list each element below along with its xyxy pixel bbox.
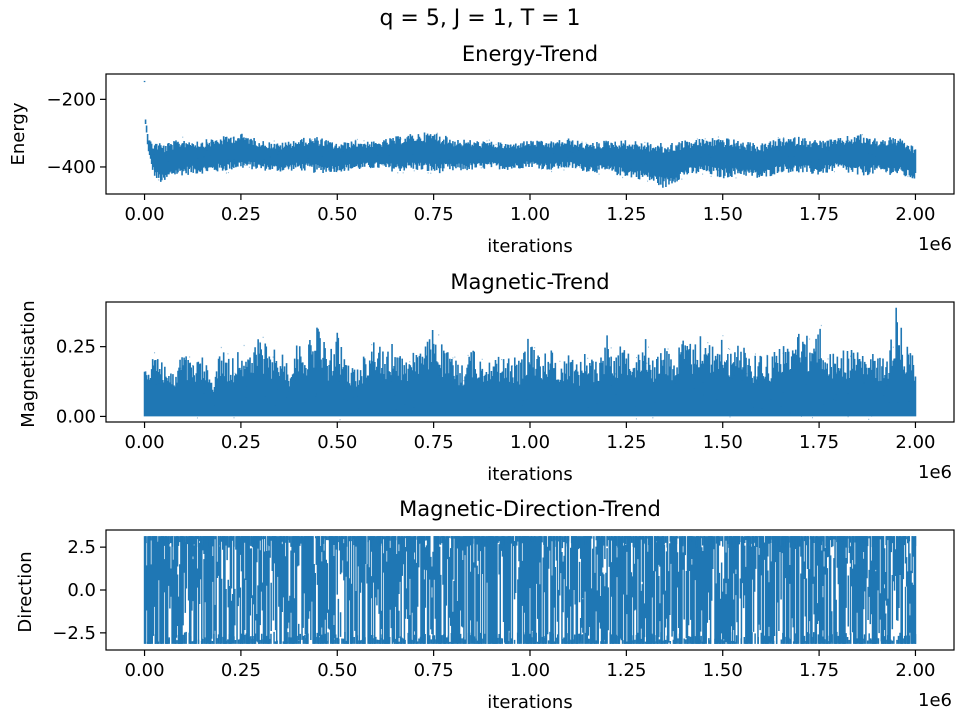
x-tick-label: 1.00: [510, 204, 550, 225]
x-tick-label: 0.75: [414, 204, 454, 225]
energy-series: [143, 80, 917, 188]
magnetic-title: Magnetic-Trend: [450, 270, 609, 294]
energy-ylabel: Energy: [8, 102, 29, 165]
magnetic-plot-area: [143, 307, 917, 421]
y-tick-label: 0.25: [56, 337, 96, 358]
energy-panel: Energy-Trend Energy iterations 1e6 0.00 0…: [8, 42, 955, 257]
energy-plot-area: [143, 80, 917, 188]
x-tick-label: 1.25: [606, 204, 646, 225]
y-tick-label: 2.5: [67, 537, 96, 558]
magnetic-ylabel: Magnetisation: [18, 300, 39, 427]
y-tick-label: −400: [47, 157, 96, 178]
x-tick-label: 2.00: [895, 660, 935, 681]
x-tick-label: 2.00: [895, 204, 935, 225]
x-tick-label: 1.50: [703, 660, 743, 681]
magnetic-xlabel: iterations: [487, 464, 572, 485]
direction-xlabel: iterations: [487, 692, 572, 713]
y-tick-label: 0.00: [56, 406, 96, 427]
energy-xlabel: iterations: [487, 236, 572, 257]
energy-x-offset-text: 1e6: [918, 234, 952, 255]
x-tick-label: 0.75: [414, 660, 454, 681]
x-tick-label: 0.25: [221, 432, 261, 453]
energy-scatter-points: [153, 132, 909, 184]
x-tick-label: 1.25: [606, 660, 646, 681]
x-tick-label: 1.00: [510, 432, 550, 453]
y-tick-label: −200: [47, 89, 96, 110]
y-tick-label: 0.0: [67, 580, 96, 601]
x-tick-label: 0.00: [125, 660, 165, 681]
magnetic-scatter-points: [147, 324, 914, 421]
direction-ylabel: Direction: [15, 551, 36, 632]
x-tick-label: 0.50: [317, 204, 357, 225]
x-tick-label: 0.25: [221, 204, 261, 225]
magnetic-series: [143, 307, 917, 417]
direction-edge-bands: [145, 536, 917, 644]
x-tick-label: 0.00: [125, 432, 165, 453]
energy-ticks: 0.00 0.25 0.50 0.75 1.00 1.25 1.50 1.75 2.00 −200…: [47, 89, 936, 225]
direction-x-offset-text: 1e6: [918, 690, 952, 711]
magnetic-panel: Magnetic-Trend Magnetisation iterations …: [18, 270, 955, 485]
x-tick-label: 0.50: [317, 660, 357, 681]
x-tick-label: 1.75: [799, 432, 839, 453]
x-tick-label: 0.75: [414, 432, 454, 453]
x-tick-label: 1.50: [703, 204, 743, 225]
x-tick-label: 0.00: [125, 204, 165, 225]
x-tick-label: 2.00: [895, 432, 935, 453]
figure-suptitle: q = 5, J = 1, T = 1: [379, 6, 580, 31]
direction-plot-area: [143, 536, 917, 644]
x-tick-label: 1.75: [799, 204, 839, 225]
direction-ticks: 0.00 0.25 0.50 0.75 1.00 1.25 1.50 1.75 2.00 2.5 0…: [52, 537, 935, 681]
magnetic-x-offset-text: 1e6: [918, 462, 952, 483]
magnetic-ticks: 0.00 0.25 0.50 0.75 1.00 1.25 1.50 1.75 2.00 0.25…: [56, 337, 936, 453]
direction-title: Magnetic-Direction-Trend: [399, 497, 661, 521]
x-tick-label: 0.25: [221, 660, 261, 681]
y-tick-label: −2.5: [52, 623, 96, 644]
direction-panel: Magnetic-Direction-Trend Direction itera…: [15, 497, 955, 713]
x-tick-label: 1.00: [510, 660, 550, 681]
x-tick-label: 0.50: [317, 432, 357, 453]
energy-title: Energy-Trend: [462, 42, 598, 66]
x-tick-label: 1.75: [799, 660, 839, 681]
x-tick-label: 1.25: [606, 432, 646, 453]
x-tick-label: 1.50: [703, 432, 743, 453]
